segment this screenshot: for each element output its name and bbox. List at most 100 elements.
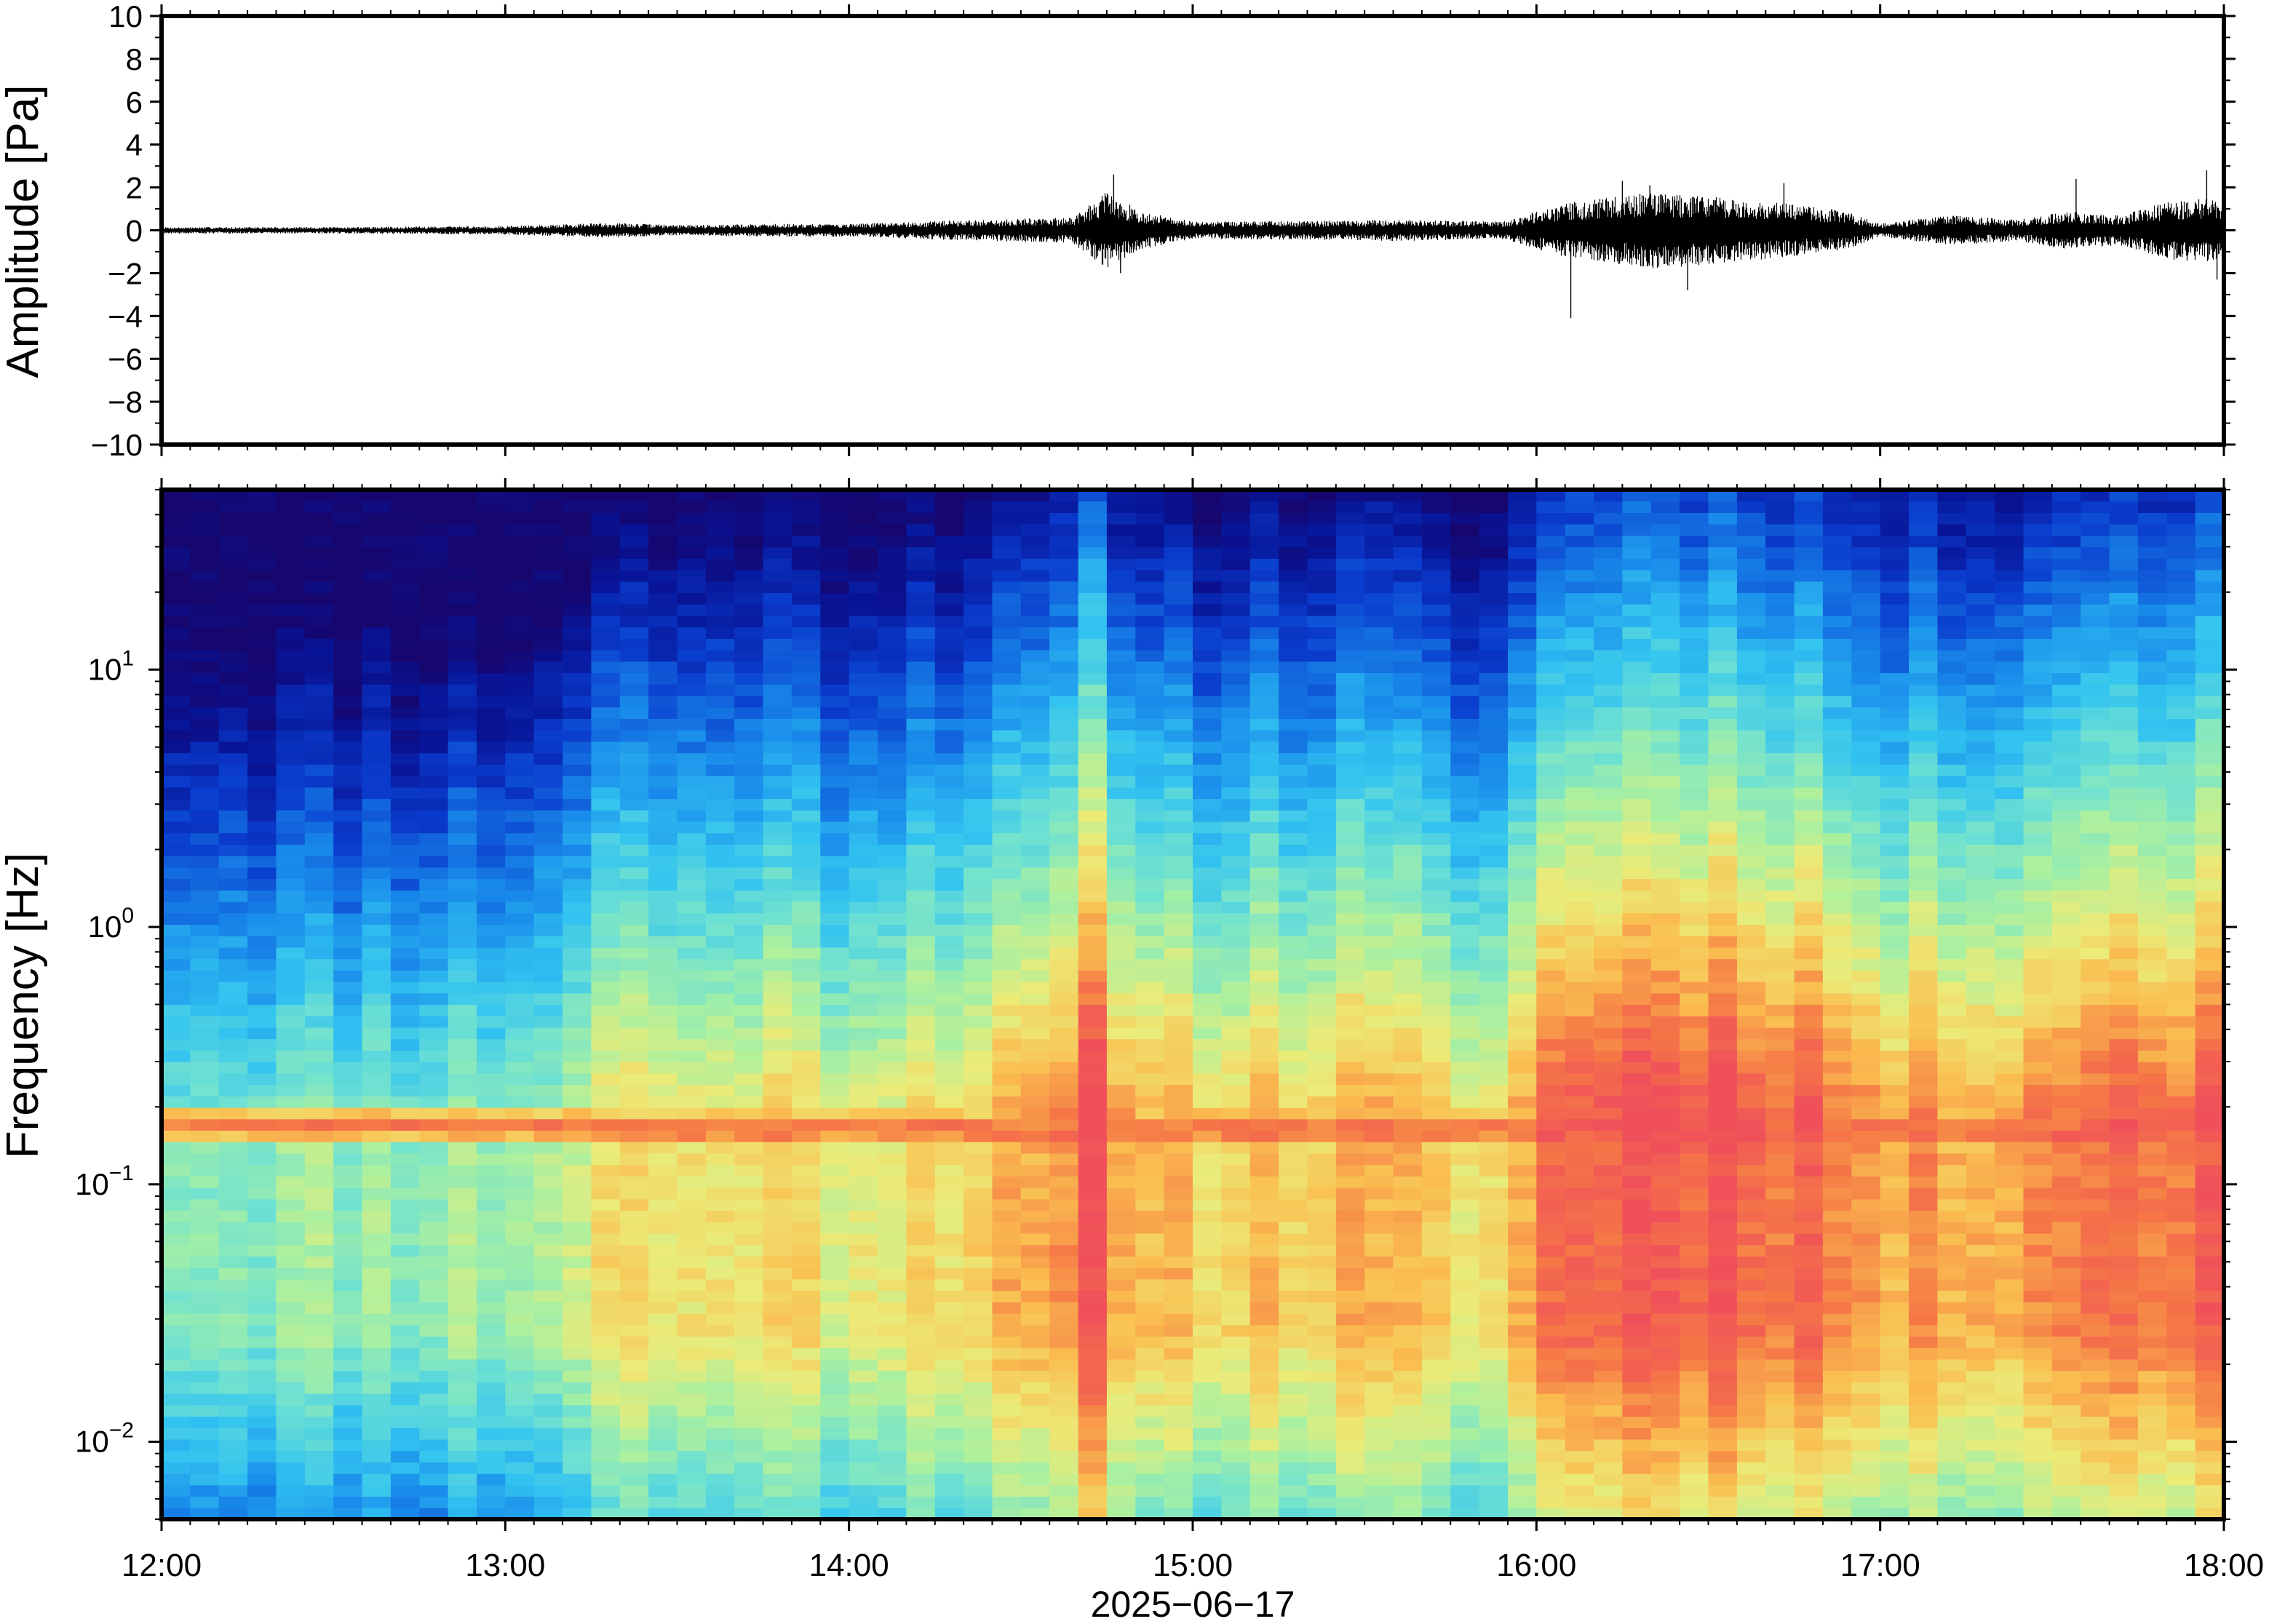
spectrogram-cell [734, 1267, 764, 1280]
spectrogram-cell [677, 1313, 707, 1326]
spectrogram-cell [1594, 490, 1624, 502]
spectrogram-cell [1393, 626, 1423, 639]
spectrogram-cell [820, 535, 850, 548]
spectrogram-cell [362, 1278, 392, 1291]
spectrogram-cell [218, 798, 248, 811]
spectrogram-cell [1622, 1393, 1652, 1406]
spectrogram-cell [1450, 970, 1480, 982]
spectrogram-cell [276, 764, 306, 776]
spectrogram-cell [849, 1050, 878, 1062]
spectrogram-cell [505, 958, 535, 971]
spectrogram-cell [1335, 1382, 1365, 1394]
spectrogram-cell [390, 1438, 420, 1452]
spectrogram-cell [162, 1370, 191, 1382]
spectrogram-cell [505, 1267, 535, 1280]
spectrogram-cell [563, 626, 592, 639]
spectrogram-cell [677, 592, 707, 605]
spectrogram-cell [448, 1404, 477, 1417]
spectrogram-cell [1106, 982, 1136, 994]
spectrogram-cell [1450, 1176, 1480, 1188]
spectrogram-cell [304, 1370, 334, 1382]
spectrogram-cell [1650, 1038, 1680, 1051]
spectrogram-cell [1221, 1393, 1251, 1406]
spectrogram-cell [1450, 832, 1480, 845]
spectrogram-cell [1450, 546, 1480, 559]
spectrogram-cell [1650, 1393, 1680, 1406]
spectrogram-cell [333, 1438, 363, 1452]
spectrogram-cell [591, 1404, 621, 1417]
spectrogram-cell [1508, 626, 1537, 639]
spectrogram-cell [934, 1438, 964, 1452]
spectrogram-cell [1049, 1118, 1079, 1131]
spectrogram-cell [533, 1473, 563, 1486]
spectrogram-cell [218, 947, 248, 960]
spectrogram-cell [477, 1096, 506, 1108]
spectrogram-cell [362, 1084, 392, 1096]
spectrogram-cell [390, 936, 420, 948]
spectrogram-cell [1565, 1062, 1594, 1074]
spectrogram-cell [934, 1222, 964, 1234]
spectrogram-cell [1164, 512, 1193, 525]
spectrogram-cell [1164, 1496, 1193, 1508]
spectrogram-cell [1078, 1222, 1108, 1234]
spectrogram-cell [1479, 1290, 1509, 1302]
spectrogram-cell [190, 706, 220, 719]
spectrogram-cell [533, 1302, 563, 1314]
spectrogram-cell [1565, 604, 1594, 616]
spectrogram-cell [1106, 546, 1136, 559]
spectrogram-cell [619, 890, 649, 902]
spectrogram-cell [218, 604, 248, 616]
spectrogram-cell [934, 626, 964, 639]
spectrogram-cell [1221, 821, 1251, 834]
spectrogram-cell [705, 1428, 735, 1440]
spectrogram-cell [820, 1393, 850, 1406]
spectrogram-cell [533, 1084, 563, 1096]
spectrogram-cell [1335, 776, 1365, 788]
spectrogram-cell [648, 1244, 678, 1257]
spectrogram-cell [1335, 924, 1365, 936]
spectrogram-cell [247, 787, 277, 800]
spectrogram-cell [1536, 947, 1566, 960]
spectrogram-cell [1479, 1450, 1509, 1462]
spectrogram-cell [390, 638, 420, 650]
spectrogram-cell [648, 787, 678, 800]
spectrogram-cell [992, 490, 1022, 502]
spectrogram-cell [1335, 901, 1365, 914]
spectrogram-cell [276, 867, 306, 880]
spectrogram-cell [1193, 512, 1222, 525]
spectrogram-cell [448, 1358, 477, 1372]
spectrogram-cell [791, 901, 821, 914]
spectrogram-cell [963, 490, 993, 502]
spectrogram-cell [906, 490, 936, 502]
spectrogram-cell [1364, 604, 1394, 616]
spectrogram-cell [1020, 1313, 1050, 1326]
spectrogram-cell [878, 936, 907, 948]
spectrogram-cell [878, 730, 907, 742]
spectrogram-cell [1594, 856, 1624, 868]
spectrogram-cell [247, 570, 277, 582]
spectrogram-cell [390, 776, 420, 788]
spectrogram-cell [333, 535, 363, 548]
spectrogram-cell [1221, 856, 1251, 868]
spectrogram-cell [1508, 1484, 1537, 1497]
spectrogram-cell [1421, 1130, 1451, 1142]
spectrogram-cell [1594, 1130, 1624, 1142]
spectrogram-cell [247, 638, 277, 650]
spectrogram-cell [1450, 1222, 1480, 1234]
spectrogram-cell [906, 650, 936, 662]
spectrogram-cell [763, 1118, 792, 1131]
spectrogram-cell [218, 1324, 248, 1337]
spectrogram-cell [1221, 787, 1251, 800]
spectrogram-cell [1364, 912, 1394, 925]
spectrogram-cell [705, 1496, 735, 1508]
spectrogram-cell [934, 1118, 964, 1131]
spectrogram-cell [934, 821, 964, 834]
spectrogram-cell [1078, 1370, 1108, 1382]
spectrogram-cell [1307, 546, 1337, 559]
spectrogram-cell [1536, 1278, 1566, 1291]
waveform-trace [161, 193, 2225, 268]
spectrogram-cell [963, 501, 993, 513]
spectrogram-cell [1650, 546, 1680, 559]
spectrogram-cell [1421, 1313, 1451, 1326]
spectrogram-cell [505, 878, 535, 891]
